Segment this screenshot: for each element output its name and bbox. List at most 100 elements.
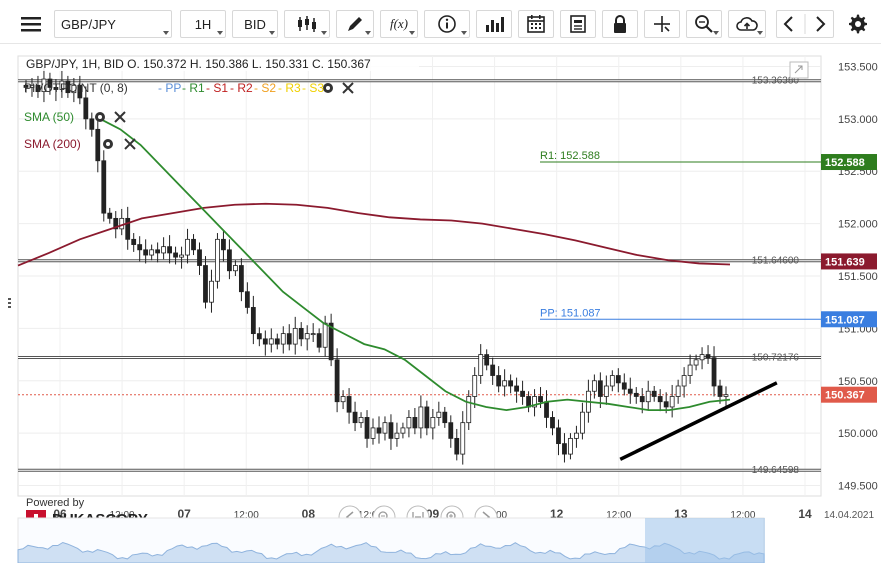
candle-body: [550, 417, 555, 429]
candle-body: [597, 380, 603, 397]
candle-body: [23, 84, 29, 88]
candle: [197, 242, 202, 275]
pivot-line-label: R1: 152.588: [540, 150, 600, 162]
candle-body: [137, 244, 143, 251]
candle-body: [358, 417, 364, 424]
chart-header: GBP/JPY, 1H, BID O. 150.372 H. 150.386 L…: [26, 57, 371, 71]
candle: [657, 389, 663, 412]
candle-body: [508, 380, 514, 387]
trend-line: [619, 381, 778, 461]
candle-body: [412, 417, 418, 429]
pencil-icon[interactable]: [336, 10, 374, 38]
lock-icon[interactable]: [602, 10, 638, 38]
y-tick-label: 150.000: [838, 428, 878, 440]
gear-icon[interactable]: [323, 83, 333, 93]
candle-body: [322, 322, 328, 348]
candle-body: [544, 401, 549, 418]
candle-body: [215, 238, 220, 282]
popout-icon[interactable]: [789, 61, 809, 79]
candle: [35, 75, 41, 98]
candle: [508, 374, 514, 394]
symbol-selector[interactable]: GBP/JPY: [54, 10, 172, 38]
calendar-icon[interactable]: [518, 10, 554, 38]
candle-style-icon[interactable]: [284, 10, 330, 38]
candle-body: [256, 333, 262, 340]
candle-body: [262, 338, 268, 345]
chevron-left-icon[interactable]: [777, 14, 833, 34]
candle-body: [436, 411, 442, 418]
menu-icon[interactable]: [14, 10, 48, 38]
candle: [340, 390, 346, 410]
candle-body: [562, 443, 567, 455]
gear-icon[interactable]: [103, 139, 113, 149]
bar-chart-icon[interactable]: [476, 10, 512, 38]
candle: [59, 70, 65, 98]
candle: [298, 322, 304, 347]
candle: [496, 366, 502, 393]
candle: [161, 237, 167, 260]
close-icon[interactable]: [342, 82, 354, 94]
candle: [424, 400, 430, 436]
candle: [550, 411, 555, 436]
candle: [615, 368, 621, 393]
candle: [53, 79, 59, 102]
candle: [382, 416, 388, 441]
gear-icon[interactable]: [95, 112, 105, 122]
caret-icon: [365, 31, 371, 35]
cloud-upload-icon[interactable]: [728, 10, 766, 38]
candle: [669, 384, 675, 418]
candle-body: [568, 437, 573, 455]
pivot-line-label: PP: 151.087: [540, 307, 601, 319]
candle: [89, 112, 95, 137]
price-type-selector[interactable]: BID: [232, 10, 278, 38]
report-icon[interactable]: [560, 10, 596, 38]
candle: [203, 256, 208, 309]
candle: [250, 295, 256, 345]
candle: [484, 349, 490, 371]
hline-label: 151.64600: [752, 256, 800, 267]
candle-body: [705, 354, 711, 359]
candle-body: [388, 422, 394, 439]
candle: [256, 327, 262, 347]
candle-body: [161, 246, 167, 254]
close-icon[interactable]: [114, 111, 126, 123]
candle: [185, 228, 190, 264]
close-icon[interactable]: [124, 138, 136, 150]
candle-body: [394, 432, 400, 439]
candle: [137, 236, 143, 262]
candle-body: [603, 385, 609, 397]
candle: [681, 367, 687, 398]
fx-icon[interactable]: f(x): [380, 10, 418, 38]
candle: [334, 348, 340, 413]
candle-body: [185, 238, 190, 256]
candle-body: [400, 427, 406, 434]
candle: [418, 395, 424, 439]
candle-body: [663, 401, 669, 408]
candle-body: [89, 118, 95, 130]
candle-body: [669, 396, 675, 408]
timeframe-selector[interactable]: 1H: [180, 10, 226, 38]
candle-body: [274, 338, 280, 345]
candle-body: [191, 238, 196, 251]
candle: [77, 75, 83, 105]
candle-body: [119, 217, 125, 230]
zoom-icon[interactable]: [686, 10, 722, 38]
gear-icon[interactable]: [844, 10, 872, 38]
candle-body: [615, 375, 621, 384]
sma-200-line: [17, 202, 731, 267]
navigation-group: [776, 10, 834, 38]
price-chart[interactable]: 153.500153.000152.500152.000151.500151.0…: [0, 44, 881, 563]
candle: [238, 258, 244, 302]
candle: [448, 415, 454, 448]
price-badge: 151.087: [821, 311, 877, 328]
candle-body: [621, 382, 627, 390]
info-icon[interactable]: [424, 10, 470, 38]
crosshair-icon[interactable]: [644, 10, 680, 38]
drag-handle[interactable]: [8, 298, 11, 308]
chart-area[interactable]: 153.500 153.000 152.500 152.000 151.500 151.0…: [0, 44, 881, 563]
candle: [376, 416, 382, 444]
candle-body: [693, 359, 699, 366]
candle-body: [268, 338, 274, 345]
y-tick-label: 149.500: [838, 481, 878, 493]
pivot-legend-item: - S1: [206, 81, 228, 95]
